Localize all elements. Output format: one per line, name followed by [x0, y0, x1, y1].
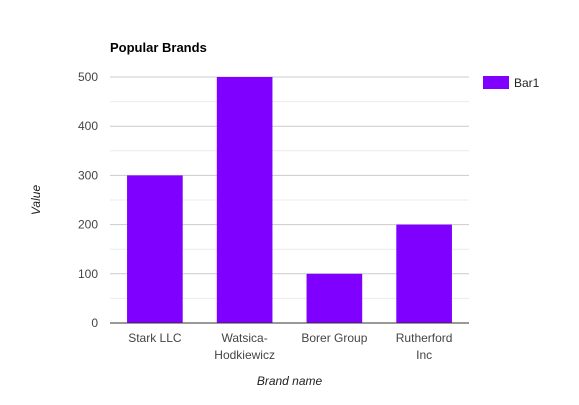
legend: Bar1 [483, 76, 540, 90]
y-tick-label: 0 [91, 316, 98, 330]
x-tick-label: Watsica-Hodkiewicz [214, 331, 275, 362]
y-axis-title: Value [29, 185, 43, 216]
y-axis-ticks: 0 100 200 300 400 500 [78, 70, 98, 330]
bar [396, 224, 452, 323]
bar [216, 77, 273, 323]
y-tick-label: 100 [78, 267, 98, 281]
x-tick-label: Rutherford Inc [396, 331, 453, 362]
bars [127, 77, 452, 323]
x-tick-label: Borer Group [301, 331, 367, 345]
x-tick-label: Stark LLC [128, 331, 182, 345]
y-tick-label: 200 [78, 218, 98, 232]
y-tick-label: 300 [78, 168, 98, 182]
chart-title: Popular Brands [110, 40, 207, 55]
y-tick-label: 500 [78, 70, 98, 84]
legend-swatch [483, 76, 509, 89]
bar [306, 273, 363, 323]
bar [127, 175, 183, 323]
y-tick-label: 400 [78, 119, 98, 133]
legend-label: Bar1 [514, 76, 540, 90]
x-axis-ticks: Stark LLC Watsica-Hodkiewicz Borer Group Ru… [128, 331, 452, 362]
x-axis-title: Brand name [257, 374, 323, 388]
